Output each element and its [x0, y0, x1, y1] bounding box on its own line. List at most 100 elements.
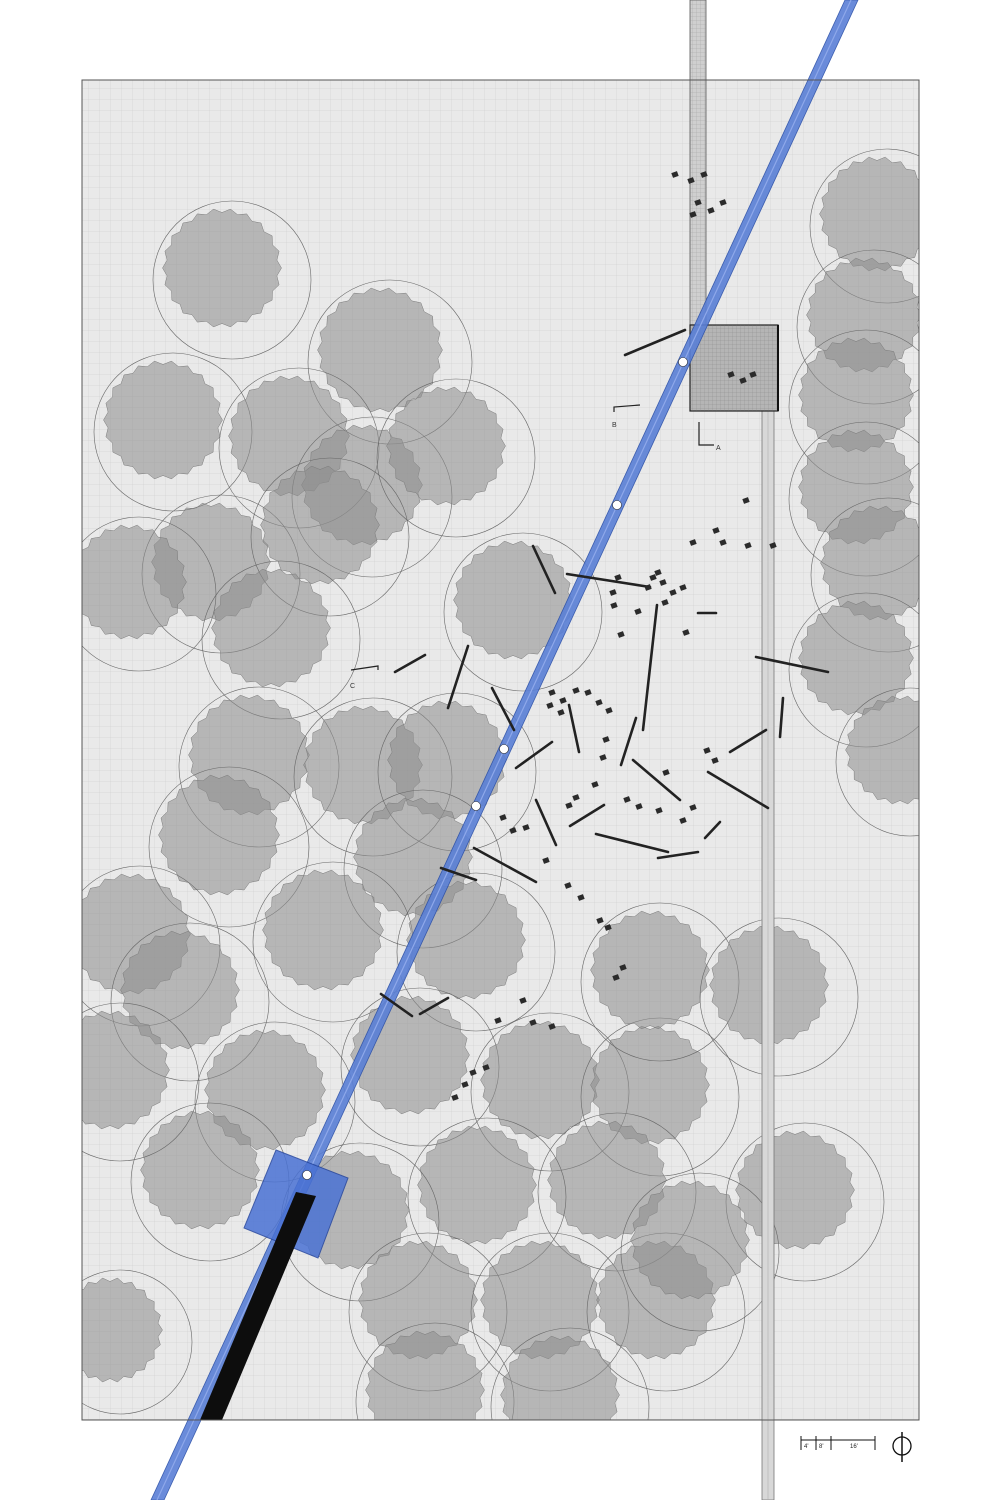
tree-canopy: [453, 540, 573, 660]
block-element: [654, 569, 662, 576]
tree-canopy: [162, 208, 282, 328]
block-element: [546, 702, 554, 709]
block-element: [689, 211, 697, 218]
block-element: [596, 917, 604, 924]
scale-bar: 4' 8' 16': [800, 1436, 876, 1450]
section-marker-a: A: [698, 422, 721, 452]
block-element: [719, 539, 727, 546]
block-element: [742, 497, 750, 504]
section-marker-b: B: [612, 404, 641, 429]
tree-drip-line: [82, 1269, 193, 1415]
bench-element: [619, 716, 638, 767]
tree-canopy: [386, 386, 506, 506]
scale-label-8: 8': [819, 1444, 823, 1450]
tree-canopy: [82, 1277, 163, 1383]
site-boundary: [81, 79, 920, 1421]
block-element: [659, 579, 667, 586]
block-element: [494, 1017, 502, 1024]
block-element: [689, 539, 697, 546]
tree-canopy: [103, 360, 223, 480]
block-element: [529, 1019, 537, 1026]
block-element: [610, 602, 618, 609]
block-element: [519, 997, 527, 1004]
bench-element: [594, 832, 670, 854]
section-label-a: A: [716, 445, 721, 452]
bench-element: [568, 803, 606, 828]
block-element: [604, 924, 612, 931]
block-element: [712, 527, 720, 534]
section-marker-c: C: [350, 665, 379, 690]
block-element: [548, 1023, 556, 1030]
tree-canopy: [204, 1029, 326, 1151]
scale-label-4: 4': [804, 1444, 808, 1450]
bench-element: [728, 728, 768, 754]
tree-canopy: [590, 910, 710, 1030]
block-element: [614, 574, 622, 581]
bench-element: [778, 696, 785, 739]
tree-canopy: [82, 1010, 170, 1130]
tree-canopy: [500, 1335, 620, 1420]
tree-drip-line: [250, 457, 410, 617]
scale-label-16: 16': [850, 1444, 858, 1450]
block-element: [609, 589, 617, 596]
tree-canopy: [417, 1125, 537, 1245]
block-element: [707, 207, 715, 214]
tree-drip-line: [148, 766, 310, 928]
bench-element: [393, 653, 427, 674]
block-element: [499, 814, 507, 821]
tree-drip-line: [443, 532, 603, 692]
blue-landing-pad: [200, 1149, 349, 1420]
block-element: [461, 1081, 469, 1088]
bench-element: [567, 703, 581, 754]
block-element: [617, 631, 625, 638]
tree-canopy: [82, 524, 187, 640]
block-element: [482, 1064, 490, 1071]
tree-canopy: [630, 1180, 750, 1300]
block-element: [669, 589, 677, 596]
block-element: [679, 817, 687, 824]
bench-element: [472, 846, 538, 884]
block-element: [719, 199, 727, 206]
block-element: [564, 882, 572, 889]
tree-canopy: [590, 1025, 710, 1145]
bench-element: [656, 850, 700, 860]
tree-drip-line: [82, 1002, 200, 1162]
block-element: [694, 199, 702, 206]
block-element: [679, 584, 687, 591]
tree-canopy: [480, 1020, 600, 1140]
block-element: [572, 794, 580, 801]
block-element: [644, 584, 652, 591]
tree-drip-line: [110, 922, 270, 1082]
bench-element: [379, 992, 414, 1018]
block-element: [602, 736, 610, 743]
block-element: [769, 542, 777, 549]
tree-canopy: [262, 869, 384, 991]
tree-drip-line: [152, 200, 312, 360]
bench-element: [439, 866, 478, 882]
bench-element: [446, 644, 470, 710]
block-element: [635, 803, 643, 810]
block-element: [522, 824, 530, 831]
scattered-elements: [379, 171, 830, 1101]
block-element: [451, 1094, 459, 1101]
block-element: [700, 171, 708, 178]
block-element: [711, 757, 719, 764]
block-element: [744, 542, 752, 549]
tree-drip-line: [835, 687, 919, 837]
bench-element: [703, 820, 722, 840]
tree-canopy: [820, 505, 919, 621]
block-element: [548, 689, 556, 696]
north-footpath: [689, 0, 707, 326]
block-element: [662, 769, 670, 776]
block-element: [619, 964, 627, 971]
block-element: [655, 807, 663, 814]
bench-element: [631, 758, 682, 802]
tree-canopy: [120, 930, 240, 1050]
tree-drip-line: [376, 378, 536, 538]
block-element: [671, 171, 679, 178]
bench-element: [531, 544, 557, 595]
pavilion-roof-hatch: [690, 325, 778, 411]
bench-element: [514, 740, 554, 770]
bench-element: [490, 686, 516, 732]
